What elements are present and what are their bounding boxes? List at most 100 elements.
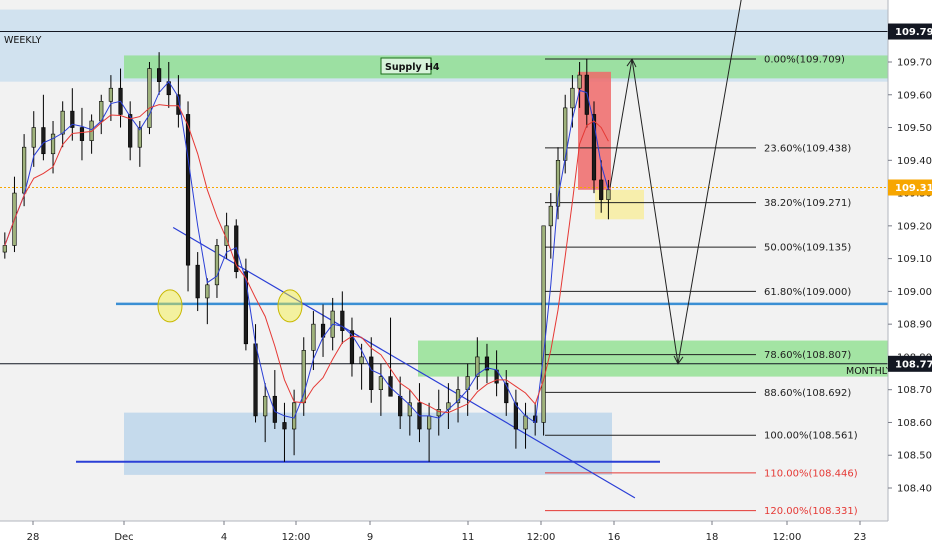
candle-body-40 xyxy=(388,376,393,397)
candle-body-0 xyxy=(2,245,7,253)
candle-body-4 xyxy=(41,127,46,155)
candle-body-36 xyxy=(349,330,355,364)
fib-label-7: 100.00%(108.561) xyxy=(764,431,858,442)
candle-body-44 xyxy=(427,415,432,430)
candle-body-57 xyxy=(548,205,553,227)
price-tick-label-3: 109.400 xyxy=(897,156,932,167)
candle-body-14 xyxy=(137,127,142,148)
time-axis-ticks: 28 Dec 4 12:00 9 11 12:00 16 18 12:00 23 xyxy=(27,521,867,543)
price-tick-label-0: 109.700 xyxy=(897,58,932,69)
fib-label-2: 38.20%(109.271) xyxy=(764,198,851,209)
price-tick-label-8: 108.900 xyxy=(897,320,932,331)
candle-body-3 xyxy=(31,127,36,148)
zone-3 xyxy=(124,412,612,475)
price-tick-label-11: 108.600 xyxy=(897,418,932,429)
candle-body-64 xyxy=(599,179,604,200)
candle-body-54 xyxy=(523,415,528,430)
candle-body-26 xyxy=(253,343,258,417)
candle-body-39 xyxy=(378,376,383,390)
candle-body-8 xyxy=(79,127,85,141)
fib-label-0: 0.00%(109.709) xyxy=(764,55,845,66)
price-tags-layer: 109.793 109.317 108.779 xyxy=(888,23,932,372)
candle-body-42 xyxy=(407,402,412,417)
price-tag-bg-1 xyxy=(888,179,932,196)
time-tick-label-9: 12:00 xyxy=(773,532,802,543)
price-tick-label-2: 109.500 xyxy=(897,123,932,134)
projection-path xyxy=(609,0,742,364)
fib-label-4: 61.80%(109.000) xyxy=(764,287,851,298)
price-tag-label-1: 109.317 xyxy=(895,183,932,194)
candle-body-38 xyxy=(369,356,374,390)
candle-body-49 xyxy=(475,356,480,377)
zone-label-monthly: MONTHLY xyxy=(846,366,892,377)
zone-label-supply: Supply H4 xyxy=(385,62,440,73)
trendline-layer xyxy=(172,226,636,499)
time-tick-label-6: 12:00 xyxy=(527,532,556,543)
price-tag-label-2: 108.779 xyxy=(895,359,932,370)
price-tick-label-13: 108.400 xyxy=(897,484,932,495)
time-tick-label-4: 9 xyxy=(367,532,373,543)
candle-body-2 xyxy=(22,146,27,194)
candle-body-65 xyxy=(606,189,611,200)
candle-body-53 xyxy=(513,402,518,430)
price-axis-background xyxy=(888,0,932,550)
candle-body-30 xyxy=(292,402,297,430)
projection-arrow-down xyxy=(673,355,684,365)
price-tick-label-10: 108.700 xyxy=(897,385,932,396)
candle-body-58 xyxy=(555,160,561,207)
candle-body-28 xyxy=(272,395,277,423)
time-tick-label-10: 23 xyxy=(854,532,867,543)
candle-body-21 xyxy=(205,284,210,299)
price-axis-ticks: 109.700109.600109.500109.400109.300109.2… xyxy=(888,58,932,495)
moving-average-slow xyxy=(4,104,609,414)
projection-arrow-up xyxy=(626,58,637,68)
candle-body-6 xyxy=(60,110,65,135)
time-tick-label-2: 4 xyxy=(221,532,227,543)
candle-body-25 xyxy=(243,271,248,345)
supply-label-box xyxy=(380,57,432,75)
highlight-circle-0 xyxy=(157,289,183,323)
moving-averages-layer xyxy=(4,80,609,424)
candle-body-16 xyxy=(157,68,162,82)
fib-label-3: 50.00%(109.135) xyxy=(764,243,851,254)
candle-body-52 xyxy=(504,382,509,404)
candle-body-7 xyxy=(70,110,75,128)
candle-body-13 xyxy=(128,114,133,148)
price-tick-label-5: 109.200 xyxy=(897,221,932,232)
price-tag-bg-2 xyxy=(888,355,932,372)
candle-body-45 xyxy=(436,409,441,417)
candle-body-35 xyxy=(340,310,345,332)
candle-body-15 xyxy=(147,68,152,128)
moving-average-fast xyxy=(4,80,609,424)
fib-label-5: 78.60%(108.807) xyxy=(764,350,851,361)
candle-body-37 xyxy=(359,356,364,364)
candle-body-29 xyxy=(282,422,287,430)
candle-body-18 xyxy=(176,94,181,115)
candle-body-32 xyxy=(311,323,316,351)
candle-body-60 xyxy=(570,87,575,109)
candle-body-41 xyxy=(398,395,403,417)
candle-body-63 xyxy=(591,114,597,181)
price-tick-label-1: 109.600 xyxy=(897,90,932,101)
time-tick-label-8: 18 xyxy=(706,532,719,543)
zone-1 xyxy=(124,55,888,79)
fib-label-1: 23.60%(109.438) xyxy=(764,143,851,154)
zone-label-weekly: WEEKLY xyxy=(4,35,42,46)
candle-body-22 xyxy=(214,245,220,286)
time-tick-label-5: 11 xyxy=(462,532,475,543)
fib-label-8: 110.00%(108.446) xyxy=(764,468,858,479)
zones-layer xyxy=(0,9,888,475)
time-tick-label-3: 12:00 xyxy=(282,532,311,543)
candle-body-5 xyxy=(50,133,56,155)
fib-label-9: 120.00%(108.331) xyxy=(764,506,858,517)
candle-body-20 xyxy=(195,264,200,299)
zone-labels-layer: WEEKLY Supply H4 MONTHLY xyxy=(4,35,892,377)
candle-body-47 xyxy=(455,389,461,404)
candle-body-19 xyxy=(185,114,191,266)
trend-line-0 xyxy=(172,226,636,499)
time-axis-background xyxy=(0,521,888,550)
projection-layer xyxy=(609,0,742,365)
candle-body-61 xyxy=(577,74,582,89)
price-tag-label-0: 109.793 xyxy=(895,27,932,38)
